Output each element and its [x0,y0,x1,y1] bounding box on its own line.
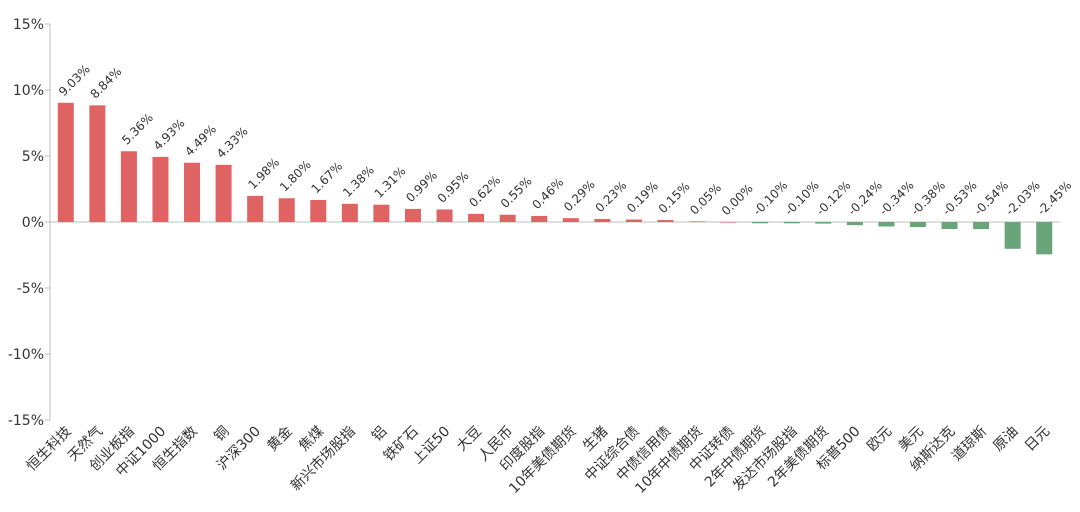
bar [278,198,295,222]
y-tick-label: 5% [22,149,44,165]
x-tick-label: 黄金 [264,423,296,455]
bar [531,215,548,222]
data-label: -0.12% [814,178,854,218]
data-label: 0.55% [498,174,535,211]
data-label: 0.00% [719,181,756,218]
data-label: -2.45% [1034,178,1074,218]
y-tick-label: -10% [8,347,44,363]
bar [815,222,832,224]
data-label: 0.29% [561,177,598,214]
x-tick-label: 铜 [211,424,232,445]
data-label: -0.53% [940,178,980,218]
labels-layer: 9.03%恒生科技8.84%天然气5.36%创业板指4.93%中证10004.4… [24,62,1075,497]
bar [720,222,737,223]
axes-layer: 15% 10% 5% 0% -5% -10% -15% [8,17,1060,429]
data-label: 0.99% [403,168,440,205]
data-label: 1.98% [245,155,282,192]
data-label: -0.34% [877,178,917,218]
y-tick-label: 15% [13,17,44,33]
bar [436,209,453,222]
data-label: 9.03% [56,62,93,99]
bar [184,162,201,222]
bar [1004,222,1021,249]
data-label: 5.36% [119,111,156,148]
bar [57,102,74,222]
data-label: 8.84% [88,65,125,102]
x-tick-label: 道琼斯 [949,424,990,465]
data-label: 4.93% [151,116,188,153]
bar [783,222,800,224]
y-tick-label: -15% [8,413,44,429]
data-label: 0.19% [624,179,661,216]
bar [310,199,327,222]
data-label: 1.80% [277,158,314,195]
bar [973,222,990,230]
x-tick-label: 铝 [369,424,390,445]
data-label: 1.38% [340,163,377,200]
y-tick-label: -5% [17,281,44,297]
x-tick-label: 恒生科技 [24,424,75,475]
bar [625,219,642,222]
bar [152,156,169,222]
x-tick-label: 欧元 [864,424,895,455]
data-label: -0.10% [782,178,822,218]
data-label: -0.54% [971,178,1011,218]
data-label: 0.15% [656,179,693,216]
y-tick-label: 0% [22,215,44,231]
bar [373,204,390,222]
bar [846,222,863,226]
bar [657,220,674,222]
bar [752,222,769,224]
data-label: -0.10% [750,178,790,218]
bar [1036,222,1053,255]
bar [247,195,264,222]
bar [689,221,706,222]
data-label: -0.38% [908,178,948,218]
bar [562,218,579,222]
data-label: 0.23% [593,178,630,215]
bar [468,213,485,222]
data-label: -2.03% [1003,178,1043,218]
x-tick-label: 日元 [1022,424,1053,455]
bar [341,203,358,222]
x-tick-label: 原油 [990,424,1021,455]
bars-layer [57,102,1053,255]
data-label: 0.46% [529,175,566,212]
bar [215,164,232,222]
data-label: 0.05% [687,181,724,218]
bar [89,105,106,222]
data-label: -0.24% [845,178,885,218]
data-label: 0.62% [466,173,503,210]
bar [909,222,926,228]
bar [499,214,516,222]
bar [941,222,958,229]
bar [404,208,421,222]
y-tick-label: 10% [13,83,44,99]
bar [120,151,137,222]
data-label: 4.33% [214,124,251,161]
bar [878,222,895,227]
data-label: 4.49% [182,122,219,159]
bar [594,218,611,222]
